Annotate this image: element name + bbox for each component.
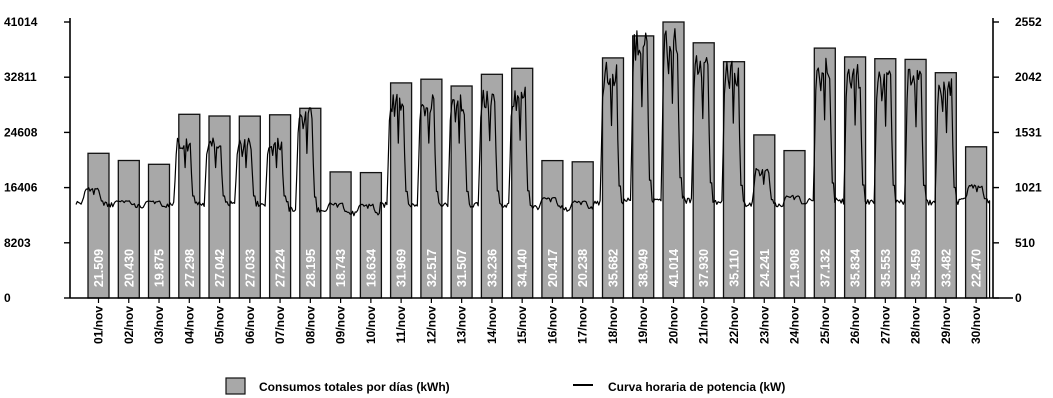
- bar-value-label: 27.298: [183, 249, 197, 287]
- x-tick-label: 12/nov: [424, 306, 438, 344]
- legend-label-bars: Consumos totales por días (kWh): [259, 380, 450, 394]
- bar-value-label: 41.014: [667, 249, 681, 287]
- y-left-tick-label: 8203: [4, 236, 31, 250]
- bar-value-label: 24.241: [758, 249, 772, 287]
- y-left-tick-label: 0: [4, 291, 11, 305]
- y-right-tick-label: 1531: [1015, 125, 1042, 139]
- x-tick-label: 16/nov: [545, 306, 559, 344]
- bar-value-label: 27.033: [243, 249, 257, 287]
- bar-value-label: 33.236: [485, 249, 499, 287]
- x-tick-label: 17/nov: [576, 306, 590, 344]
- bar-value-label: 18.634: [364, 249, 378, 287]
- bar-value-label: 22.470: [970, 249, 984, 287]
- bars-layer: 21.509 20.430 19.875 27.298 27.042 27.033 27.2…: [87, 21, 988, 299]
- x-tick-label: 09/nov: [334, 306, 348, 344]
- bar-value-label: 32.517: [425, 249, 439, 287]
- bar-value-label: 37.132: [818, 249, 832, 287]
- y-left-tick-label: 16406: [4, 181, 38, 195]
- x-tick-label: 19/nov: [636, 306, 650, 344]
- x-tick-label: 28/nov: [909, 306, 923, 344]
- bar-value-label: 18.743: [334, 249, 348, 287]
- x-tick-label: 13/nov: [455, 306, 469, 344]
- power-curve-line: [75, 28, 991, 298]
- x-tick-label: 14/nov: [485, 306, 499, 344]
- y-left-tick-label: 24608: [4, 125, 38, 139]
- x-tick-label: 08/nov: [303, 306, 317, 344]
- bar-value-label: 20.430: [122, 249, 136, 287]
- legend: Consumos totales por días (kWh) Curva ho…: [225, 377, 785, 395]
- bar-value-label: 35.553: [879, 249, 893, 287]
- bar-value-label: 34.140: [516, 249, 530, 287]
- bar-value-label: 28.195: [304, 249, 318, 287]
- x-tick-label: 25/nov: [818, 306, 832, 344]
- bar-value-label: 31.507: [455, 249, 469, 287]
- bar-value-label: 33.482: [939, 249, 953, 287]
- x-tick-label: 04/nov: [182, 306, 196, 344]
- x-tick-label: 15/nov: [515, 306, 529, 344]
- x-tick-label: 27/nov: [878, 306, 892, 344]
- x-tick-label: 23/nov: [757, 306, 771, 344]
- bar-value-label: 20.238: [576, 249, 590, 287]
- x-tick-label: 07/nov: [273, 306, 287, 344]
- bar-value-label: 27.042: [213, 249, 227, 287]
- bar-value-label: 21.908: [788, 249, 802, 287]
- x-tick-label: 06/nov: [243, 306, 257, 344]
- x-tick-label: 21/nov: [697, 306, 711, 344]
- x-tick-label: 18/nov: [606, 306, 620, 344]
- y-right-tick-label: 0: [1015, 291, 1022, 305]
- bar-value-label: 20.417: [546, 249, 560, 287]
- bar-value-label: 19.875: [153, 249, 167, 287]
- bar-value-label: 37.930: [697, 249, 711, 287]
- bar-value-label: 31.969: [395, 249, 409, 287]
- x-tick-label: 10/nov: [364, 306, 378, 344]
- bar-value-label: 35.834: [849, 249, 863, 287]
- bar-value-label: 35.110: [728, 249, 742, 287]
- x-tick-label: 24/nov: [788, 306, 802, 344]
- x-tick-label: 20/nov: [666, 306, 680, 344]
- x-tick-label: 01/nov: [92, 306, 106, 344]
- bar-value-label: 35.682: [607, 249, 621, 287]
- x-tick-label: 03/nov: [152, 306, 166, 344]
- x-tick-label: 22/nov: [727, 306, 741, 344]
- x-tick-label: 26/nov: [848, 306, 862, 344]
- y-right-tick-label: 2552: [1015, 15, 1042, 29]
- x-tick-label: 02/nov: [122, 306, 136, 344]
- x-tick-label: 30/nov: [969, 306, 983, 344]
- x-tick-label: 29/nov: [939, 306, 953, 344]
- bar-value-label: 21.509: [92, 249, 106, 287]
- bar-value-label: 35.459: [909, 249, 923, 287]
- y-right-tick-label: 1021: [1015, 181, 1042, 195]
- y-left-tick-label: 32811: [4, 70, 37, 84]
- legend-label-line: Curva horaria de potencia (kW): [608, 380, 785, 394]
- y-right-tick-label: 510: [1015, 236, 1035, 250]
- y-left-tick-label: 41014: [4, 15, 38, 29]
- axes-layer: 0 8203 16406 24608 32811 41014 0 510 1021 1531 204…: [4, 15, 1042, 344]
- bar-value-label: 38.949: [637, 249, 651, 287]
- x-tick-label: 05/nov: [213, 306, 227, 344]
- bar-value-label: 27.224: [274, 249, 288, 287]
- y-right-tick-label: 2042: [1015, 70, 1042, 84]
- x-tick-label: 11/nov: [394, 306, 408, 344]
- legend-swatch-bars: [225, 377, 246, 395]
- line-layer: [75, 28, 991, 298]
